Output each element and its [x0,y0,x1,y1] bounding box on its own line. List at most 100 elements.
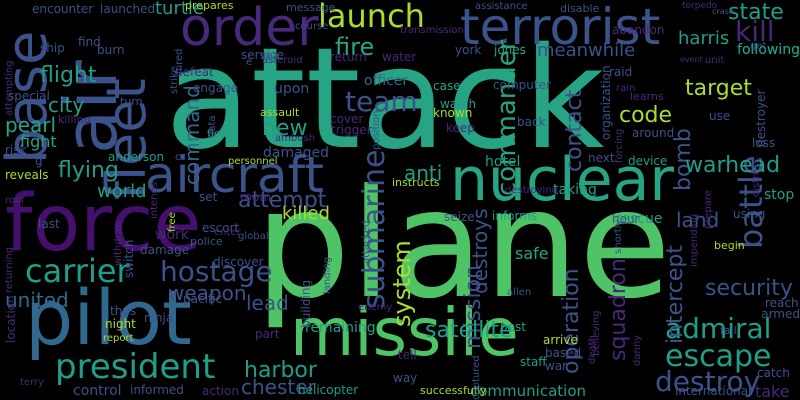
word-cloud-word: keep [446,121,475,135]
word-cloud-word: damaged [263,145,330,161]
word-cloud-word: trigger [331,123,372,137]
word-cloud-word: enter [214,227,241,238]
word-cloud-word: satellite [425,318,513,343]
word-cloud-word: danny [632,334,643,366]
word-cloud-word: death [587,335,598,364]
word-cloud-word: harris [678,28,730,49]
word-cloud-word: returning [4,246,15,293]
word-cloud-word: assistance [475,1,528,12]
word-cloud-word: position [371,110,382,150]
word-cloud-word: flying [58,158,119,183]
word-cloud-word: rain [616,83,636,94]
word-cloud-word: escort [202,221,240,235]
word-cloud-word: disable [560,2,600,15]
word-cloud-word: data [207,115,218,138]
word-cloud-word: message [286,1,336,14]
word-cloud-word: hired [174,48,185,74]
word-cloud-word: fail [720,324,737,337]
word-cloud-word: burn [97,43,125,57]
word-cloud-word: known [433,106,473,120]
word-cloud-word: following [737,42,800,58]
word-cloud-word: computer [493,78,551,92]
word-cloud-word: aircraft [145,146,325,204]
word-cloud-word: flight [40,63,97,88]
word-cloud-word: seize [444,210,475,224]
word-cloud-word: jones [494,43,526,57]
word-cloud-word: state [728,0,784,25]
word-cloud-word: successfully [420,384,487,397]
word-cloud-word: turtle [155,0,204,19]
word-cloud-word: use [709,109,731,123]
word-cloud-word: damage [140,243,190,257]
word-cloud-word: intends [149,181,160,219]
word-cloud-word: missile [290,294,519,371]
word-cloud-word: launched [100,2,156,16]
word-cloud-word: order [180,0,319,58]
word-cloud-word: raid [609,65,633,79]
word-cloud-word: world [97,181,147,202]
word-cloud-word: discover [213,255,264,269]
word-cloud-word: asteroid [262,55,303,66]
word-cloud-word: set [199,190,218,204]
word-cloud-word: sea [260,49,280,62]
word-cloud-word: land [676,208,720,232]
word-cloud-word: captured [471,355,482,400]
word-cloud-word: landing [322,256,333,294]
word-cloud-word: around [632,126,675,140]
word-cloud-word: loss [752,136,776,150]
word-cloud-word: united [5,288,69,312]
word-cloud-word: work [155,227,189,243]
word-cloud-word: distress [751,158,762,197]
word-cloud-word: security [705,276,793,301]
word-cloud-word: floor [207,127,232,140]
word-cloud-word: city [48,93,85,117]
word-cloud-word: informs [492,209,538,223]
word-cloud-word: location [4,295,18,343]
word-cloud-word: instructs [392,176,440,189]
word-cloud-word: assault [260,106,300,119]
word-cloud-word: personnel [228,156,278,167]
word-cloud-word: ninja [144,311,174,325]
word-cloud-word: water [382,50,417,64]
word-cloud-word: control [73,383,122,399]
word-cloud-word: global [238,231,269,242]
word-cloud-word: return [330,50,367,64]
word-cloud-word: roof [5,195,25,206]
word-cloud-word: upon [274,81,310,97]
word-cloud-word: killing [58,113,91,126]
word-cloud-word: shortly [613,219,624,254]
word-cloud-word: force [5,179,202,269]
word-cloud-word: attack [165,18,605,181]
word-cloud-word: anderson [108,150,165,164]
word-cloud-word: target [685,76,752,101]
word-cloud-word: reach [765,296,799,310]
word-cloud-word: destroy [655,365,761,398]
word-cloud-word: armed [761,307,800,321]
word-cloud-word: staff [520,355,547,369]
word-cloud-word: weapon [168,281,247,305]
word-cloud-word: squadron [606,258,631,361]
word-cloud-word: warhead [685,153,781,178]
word-cloud-word: action [202,384,239,398]
word-cloud-word: engage [193,81,238,95]
word-cloud-word: cover [330,112,364,126]
word-cloud-word: contact [562,89,587,172]
word-cloud-word: best [500,320,526,334]
word-cloud-word: code [619,103,673,128]
word-cloud-word: building [299,279,313,328]
word-cloud-word: room [240,190,272,204]
word-cloud-word: learns [630,90,664,103]
word-cloud-word: get [750,41,767,52]
word-cloud-word: president [55,347,216,387]
word-cloud-word: crash [712,7,734,16]
word-cloud-word: next [588,151,615,165]
word-cloud-word: international [675,384,752,398]
word-cloud-word: remaining [305,320,376,336]
word-cloud-word: command [180,85,204,185]
word-cloud-word: meanwhile [537,40,636,61]
word-cloud-word: nuclear [450,145,675,215]
word-cloud-word: new [262,116,308,141]
word-cloud-word: attacked [361,220,372,264]
word-cloud-word: police [190,235,223,248]
word-cloud-word: risk [5,143,27,157]
